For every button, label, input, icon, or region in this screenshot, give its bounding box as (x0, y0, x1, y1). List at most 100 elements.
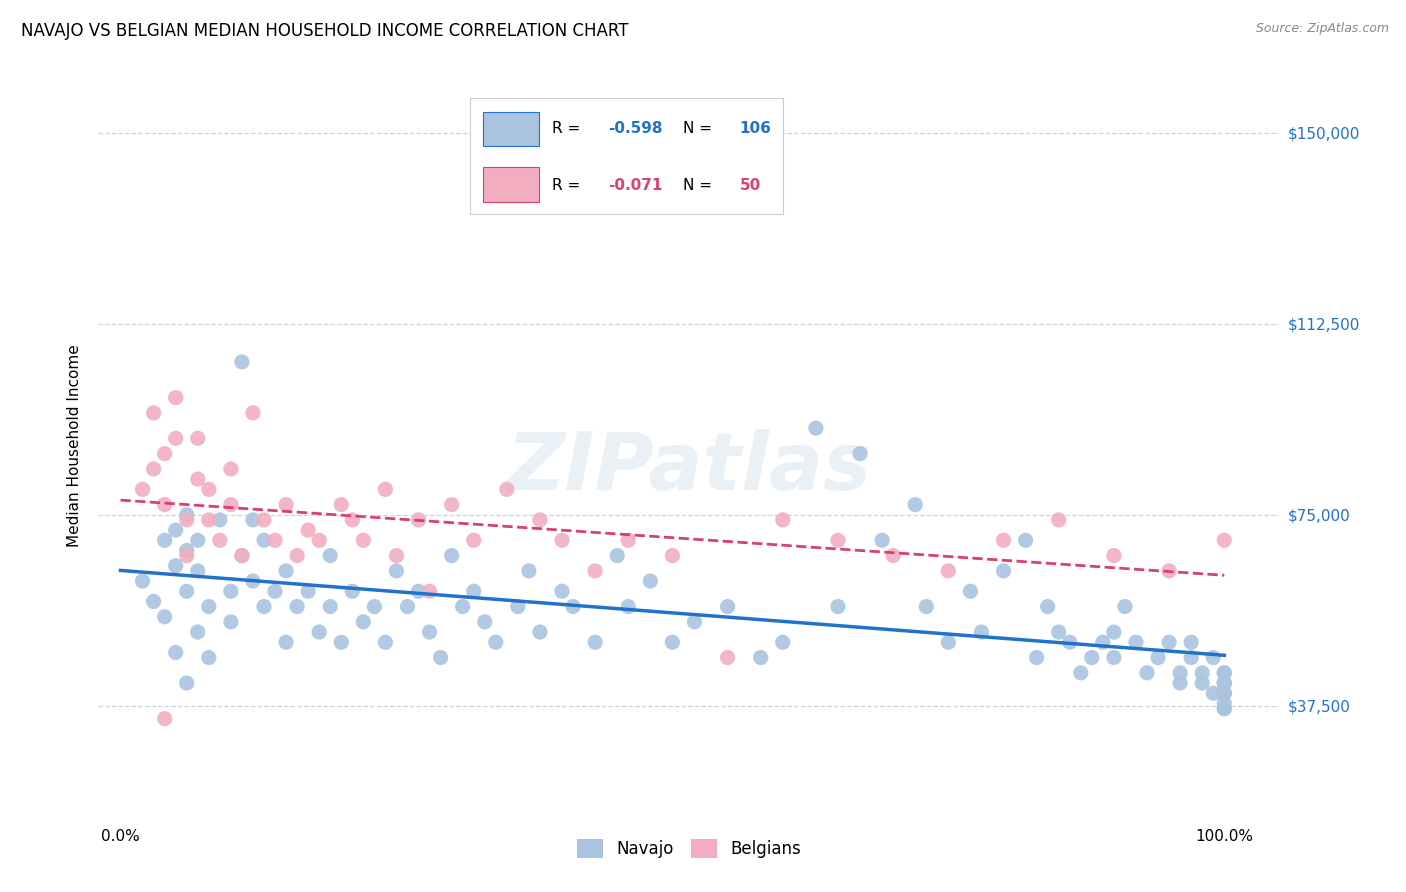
Point (219, 615, 242, 629)
Point (562, 599, 585, 614)
Point (1180, 650, 1202, 665)
Point (198, 650, 221, 665)
Point (242, 513, 264, 527)
Point (187, 472, 209, 486)
Point (352, 533, 374, 548)
Point (1213, 676, 1236, 690)
Point (882, 549, 904, 563)
Point (352, 615, 374, 629)
Point (1025, 650, 1047, 665)
Point (231, 355, 253, 369)
Point (661, 635, 683, 649)
Point (187, 564, 209, 578)
Point (772, 635, 794, 649)
Point (319, 549, 342, 563)
Point (176, 584, 198, 599)
Point (187, 625, 209, 640)
Point (131, 574, 153, 588)
Point (1157, 564, 1180, 578)
Point (1213, 665, 1236, 680)
Point (1213, 686, 1236, 700)
Point (583, 564, 606, 578)
Point (529, 625, 551, 640)
Point (153, 498, 176, 512)
Point (142, 406, 165, 420)
Point (551, 533, 574, 548)
Point (1191, 665, 1213, 680)
Point (297, 523, 319, 537)
Point (551, 584, 574, 599)
Point (219, 584, 242, 599)
Point (1114, 599, 1136, 614)
Point (198, 483, 221, 497)
Point (142, 462, 165, 476)
Point (1213, 697, 1236, 711)
Point (396, 599, 419, 614)
Point (242, 574, 264, 588)
Point (1202, 650, 1225, 665)
Point (474, 615, 496, 629)
Point (517, 564, 540, 578)
Point (165, 645, 187, 659)
Point (374, 635, 396, 649)
Point (408, 584, 430, 599)
Point (208, 513, 231, 527)
Point (440, 498, 463, 512)
Point (319, 599, 342, 614)
Point (683, 615, 706, 629)
Point (440, 549, 463, 563)
Point (429, 650, 451, 665)
Point (131, 483, 153, 497)
Point (176, 549, 198, 563)
Point (176, 513, 198, 527)
Point (936, 564, 959, 578)
Point (264, 533, 287, 548)
Point (1213, 665, 1236, 680)
Point (274, 498, 297, 512)
Point (936, 635, 959, 649)
Point (219, 498, 242, 512)
Point (640, 574, 662, 588)
Point (242, 406, 264, 420)
Point (297, 584, 319, 599)
Point (153, 447, 176, 461)
Point (1036, 599, 1059, 614)
Point (165, 431, 187, 445)
Point (308, 533, 330, 548)
Point (1213, 676, 1236, 690)
Point (1213, 676, 1236, 690)
Point (330, 498, 353, 512)
Point (1014, 533, 1036, 548)
Point (970, 625, 993, 640)
Point (1213, 701, 1236, 715)
Point (176, 543, 198, 558)
Point (153, 533, 176, 548)
Point (419, 584, 441, 599)
Point (716, 599, 738, 614)
Point (374, 483, 396, 497)
Point (363, 599, 385, 614)
Point (606, 549, 628, 563)
Point (583, 635, 606, 649)
Point (219, 462, 242, 476)
Point (1213, 686, 1236, 700)
Point (1047, 625, 1070, 640)
Point (716, 650, 738, 665)
Point (463, 533, 485, 548)
Point (463, 584, 485, 599)
Point (1191, 676, 1213, 690)
Point (451, 599, 474, 614)
Point (419, 625, 441, 640)
Point (385, 549, 408, 563)
Point (827, 599, 849, 614)
Point (772, 513, 794, 527)
Point (253, 599, 276, 614)
Point (1202, 686, 1225, 700)
Point (804, 421, 827, 435)
Point (1091, 635, 1114, 649)
Point (385, 564, 408, 578)
Point (495, 483, 517, 497)
Point (617, 599, 640, 614)
Text: Source: ZipAtlas.com: Source: ZipAtlas.com (1256, 22, 1389, 36)
Point (330, 635, 353, 649)
